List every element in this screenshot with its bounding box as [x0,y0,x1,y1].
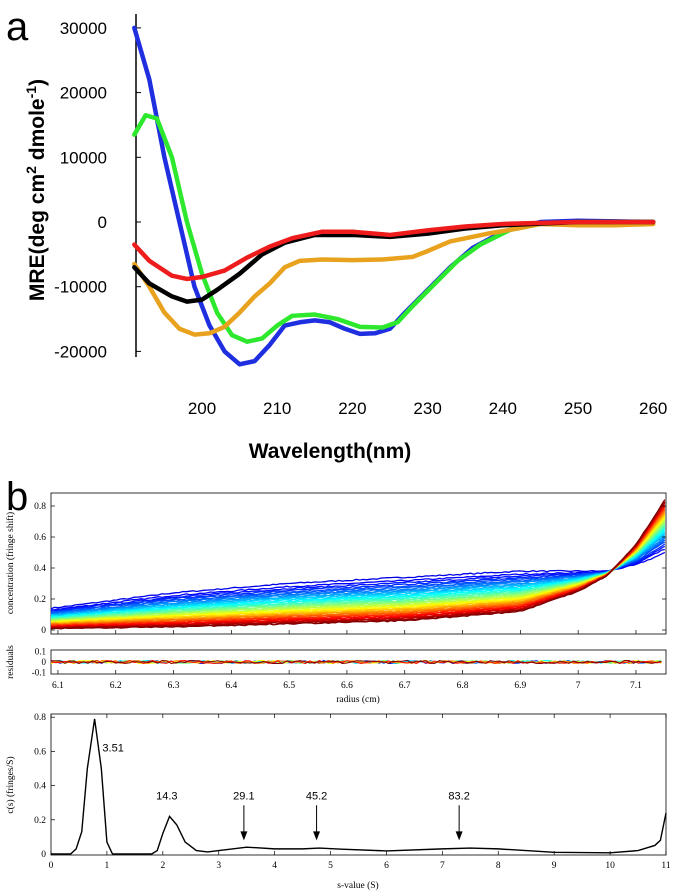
x-tick-label: 6.7 [399,681,411,691]
y-tick-label: 0.6 [34,747,46,757]
peak-label: 29.1 [233,790,254,802]
x-tick-label: 6.9 [514,681,526,691]
scan-line [50,527,666,619]
x-tick-label: 6.8 [457,681,469,691]
plot-frame [50,492,667,635]
x-axis-label: s-value (S) [337,880,378,891]
x-tick-label: 3 [216,861,221,871]
y-tick-label: 0.4 [34,782,46,792]
residuals-chart: 0.10-0.16.1 6.2 6.3 6.4 6.5 6.6 6.7 6.8 6.9 7 7.1 … [6,630,667,705]
x-tick-label: 250 [564,399,592,418]
panel-label-b: b [6,475,28,519]
x-tick-label: 6.1 [52,681,64,691]
y-tick-label: -10000 [54,278,107,297]
x-tick-label: 240 [489,399,517,418]
series-red-line [132,219,656,282]
residual-line [50,659,662,665]
series-green-line [132,112,656,344]
scan-line [50,548,665,611]
y-tick-label: 30000 [60,19,107,38]
x-tick-label: 260 [639,399,667,418]
x-tick-label: 200 [188,399,216,418]
y-tick-label: 10000 [60,148,107,167]
x-tick-label: 5 [328,861,333,871]
y-axis-label: MRE(deg cm2 dmole-1) [23,79,49,301]
residual-line [50,659,662,665]
y-tick-label: 0.4 [34,564,46,574]
cd-spectrum-chart: 30000 20000 10000 0 -10000 -20000 200 210 220 230… [23,14,667,463]
x-tick-label: 6.4 [225,681,237,691]
scan-line [50,545,666,612]
x-tick-label: 220 [338,399,366,418]
x-tick-label: 6.2 [110,681,122,691]
x-tick-label: 6.3 [168,681,180,691]
plot-frame [50,713,667,856]
x-tick-label: 6.5 [283,681,295,691]
x-tick-label: 9 [552,861,557,871]
y-tick-label: 0.8 [34,502,46,512]
scan-line [50,533,666,616]
y-tick-label: 0.1 [35,647,46,657]
x-tick-label: 7 [576,681,581,691]
x-tick-label: 6 [384,861,389,871]
x-tick-label: 230 [413,399,441,418]
x-tick-label: 210 [263,399,291,418]
scan-line [50,523,666,621]
y-tick-label: -0.1 [32,668,46,678]
scan-line [50,543,666,612]
x-tick-label: 4 [272,861,277,871]
x-tick-label: 6.6 [341,681,353,691]
x-tick-label: 7 [440,861,445,871]
y-tick-label: 0.6 [34,533,46,543]
peak-label: 45.2 [306,790,327,802]
x-tick-label: 7.1 [630,681,642,691]
y-tick-label: 0.8 [34,713,46,723]
y-tick-label: 0 [41,626,46,636]
series-blue-line [132,25,656,367]
peak-label: 3.51 [102,742,123,754]
x-tick-label: 1 [105,861,110,871]
y-tick-label: -20000 [54,342,107,361]
scan-line [50,551,666,610]
panel-label-a: a [6,5,29,49]
x-tick-label: 11 [661,861,670,871]
scan-line [50,517,666,623]
cs-distribution-line [51,718,667,855]
y-axis-label: concentration (fringe shift) [5,512,16,614]
x-tick-label: 10 [605,861,615,871]
arrowhead-icon [455,831,463,841]
arrowhead-icon [240,831,248,841]
y-tick-label: 0 [42,657,47,667]
x-tick-label: 2 [160,861,165,871]
peak-label: 83.2 [448,790,469,802]
y-tick-label: 0.2 [34,816,46,826]
y-tick-label: 0 [41,850,46,860]
x-axis-label: Wavelength(nm) [249,440,412,463]
peak-label: 14.3 [156,790,177,802]
y-axis-label: residuals [6,645,16,679]
y-axis-label: c(s) (fringes/S) [5,756,16,813]
sedimentation-scans-chart: 0 0.2 0.4 0.6 0.8 concentration (fringe shif… [5,492,667,636]
x-tick-label: 0 [49,861,54,871]
cs-distribution-chart: 0 0.2 0.4 0.6 0.8 0 1 2 3 4 5 6 7 8 9 10 11 3.51 14.3 29.1 4… [5,713,671,891]
arrowhead-icon [313,831,321,841]
scan-line [50,529,666,618]
series-orange-line [132,221,656,337]
scan-line [50,536,666,616]
y-tick-label: 20000 [60,84,107,103]
x-axis-label: radius (cm) [336,694,380,705]
scan-line [50,499,666,630]
y-tick-label: 0 [98,213,107,232]
x-tick-label: 8 [496,861,501,871]
y-tick-label: 0.2 [34,595,46,605]
